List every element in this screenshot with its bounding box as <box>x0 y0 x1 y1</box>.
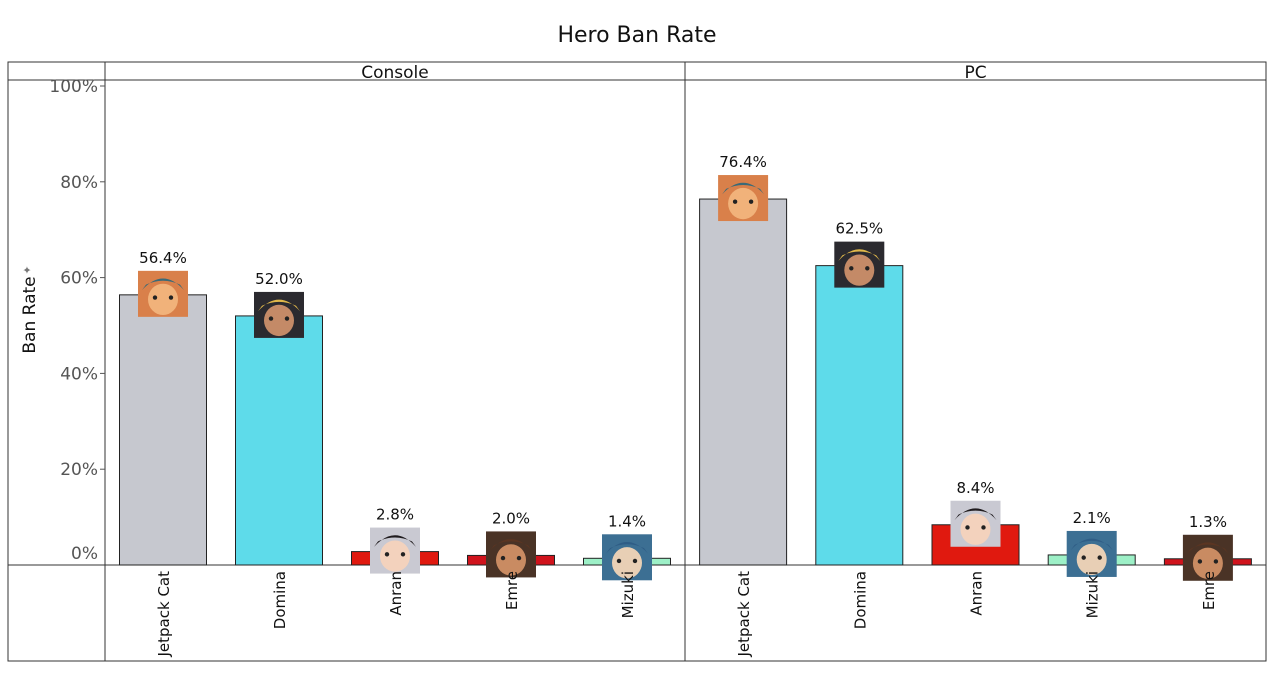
chart-panels: Console 56.4% Jetpack Cat 52.0% Domina 2.8% An… <box>119 63 1252 658</box>
mizuki-portrait-icon <box>602 534 652 581</box>
y-tick-label: 0% <box>71 544 98 564</box>
category-label: Anran <box>387 571 405 616</box>
y-tick-label: 60% <box>60 269 98 289</box>
data-label: 8.4% <box>956 479 994 497</box>
category-label: Mizuki <box>1084 571 1102 618</box>
jetpack-cat-portrait-icon <box>138 270 188 317</box>
panel-header: Console <box>361 63 429 83</box>
y-axis-label: Ban Rate <box>20 276 40 353</box>
anran-portrait-icon <box>370 527 420 574</box>
data-label: 2.8% <box>376 506 414 524</box>
bar-jetpack-cat[interactable] <box>699 198 788 566</box>
category-label: Emre <box>503 571 521 610</box>
y-tick-label: 100% <box>49 77 98 97</box>
data-label: 2.0% <box>492 509 530 527</box>
jetpack-cat-portrait-icon <box>718 175 769 222</box>
data-label: 56.4% <box>139 249 187 267</box>
category-label: Jetpack Cat <box>735 571 753 658</box>
y-tick-label: 40% <box>60 364 98 384</box>
bar-domina[interactable] <box>235 315 323 566</box>
data-label: 2.1% <box>1073 509 1111 527</box>
outer-frame <box>7 61 1267 662</box>
y-tick-label: 20% <box>60 460 98 480</box>
chart-title: Hero Ban Rate <box>557 23 716 48</box>
sort-indicator-icon[interactable]: ✦ <box>21 265 34 274</box>
category-label: Anran <box>968 571 986 616</box>
panel-pc: PC 76.4% Jetpack Cat 62.5% Domina 8.4% Anran 2.… <box>699 63 1252 658</box>
data-label: 1.3% <box>1189 513 1227 531</box>
anran-portrait-icon <box>950 500 1001 547</box>
category-label: Emre <box>1200 571 1218 610</box>
bar-domina[interactable] <box>815 265 904 566</box>
y-axis-title: Ban Rate ✦ <box>20 265 40 353</box>
category-label: Jetpack Cat <box>155 571 173 658</box>
bar-jetpack-cat[interactable] <box>119 294 207 566</box>
data-label: 52.0% <box>255 270 303 288</box>
category-label: Domina <box>271 571 289 629</box>
emre-portrait-icon <box>1182 534 1233 581</box>
y-axis-ticks: 0% 20% 40% 60% 80% 100% <box>49 77 105 564</box>
y-tick-label: 80% <box>60 173 98 193</box>
domina-portrait-icon <box>254 291 304 338</box>
emre-portrait-icon <box>486 531 536 578</box>
category-label: Domina <box>851 571 869 629</box>
panel-console: Console 56.4% Jetpack Cat 52.0% Domina 2.8% An… <box>119 63 671 658</box>
panel-header: PC <box>964 63 986 83</box>
domina-portrait-icon <box>834 241 885 288</box>
mizuki-portrait-icon <box>1066 530 1117 577</box>
data-label: 76.4% <box>719 153 767 171</box>
data-label: 62.5% <box>835 220 883 238</box>
category-label: Mizuki <box>619 571 637 618</box>
data-label: 1.4% <box>608 512 646 530</box>
